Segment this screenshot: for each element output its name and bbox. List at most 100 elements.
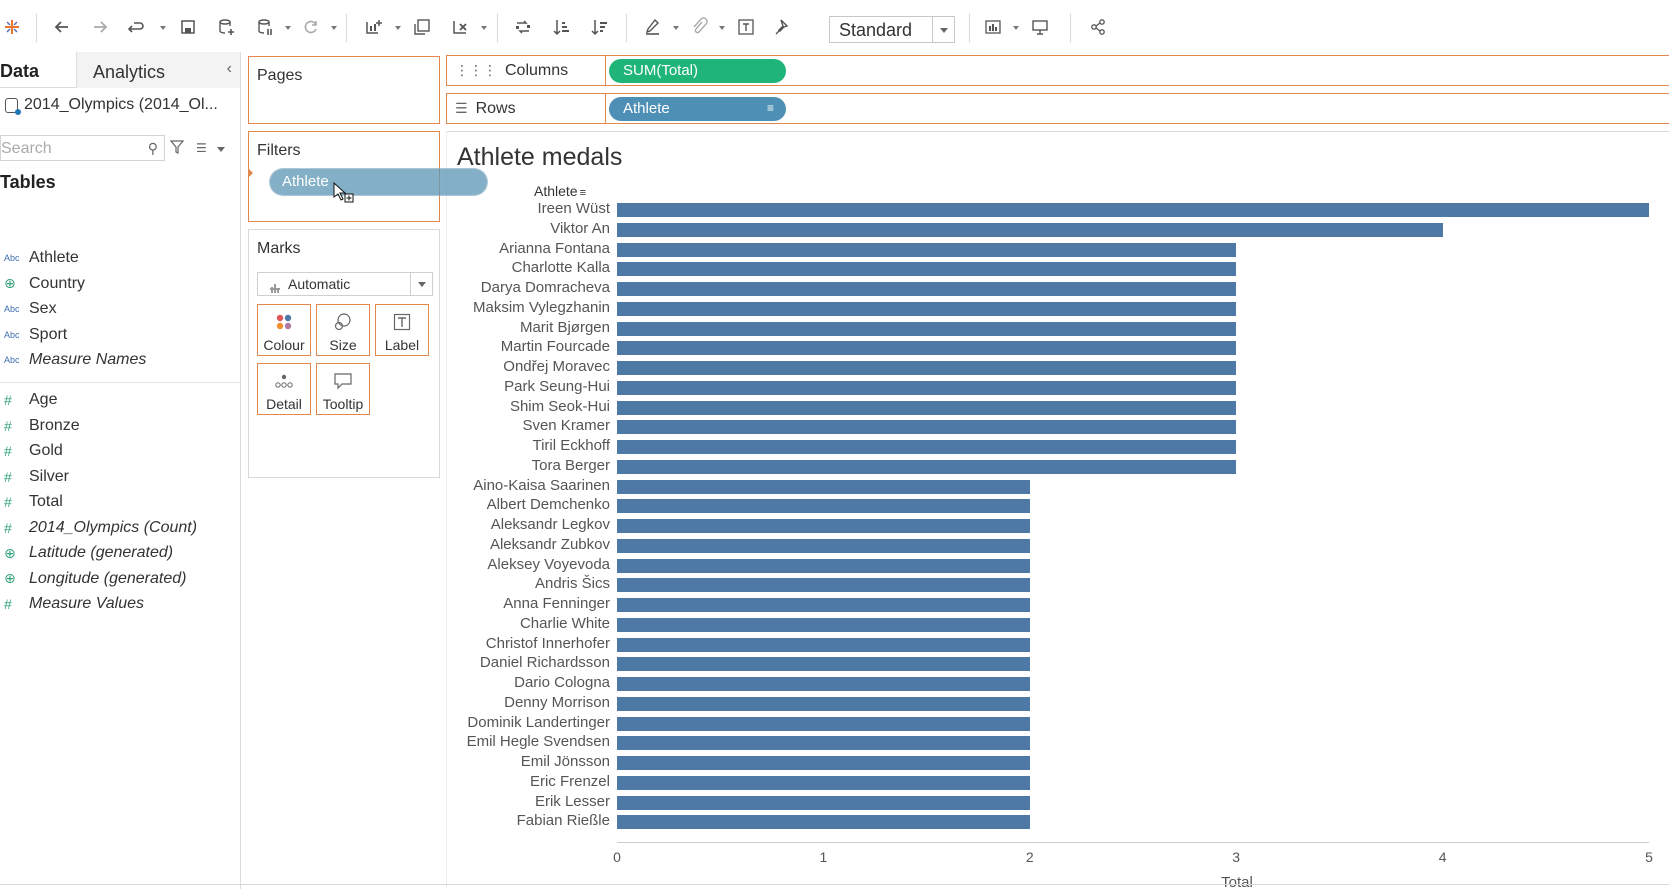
row-label[interactable]: Viktor An <box>550 219 610 237</box>
field-2014-olympics-count[interactable]: #2014_Olympics (Count) <box>0 516 240 540</box>
bar[interactable] <box>617 479 1030 494</box>
field-total[interactable]: # Total <box>0 490 240 514</box>
row-label[interactable]: Daniel Richardsson <box>479 654 610 672</box>
bar[interactable] <box>617 657 1030 672</box>
chevron-down-icon[interactable] <box>932 17 954 42</box>
collapse-pane-icon[interactable]: ‹ <box>226 60 232 77</box>
mark-type-select[interactable]: Automatic <box>257 272 433 296</box>
bar[interactable] <box>617 736 1030 751</box>
bar[interactable] <box>617 282 1237 296</box>
row-label[interactable]: Dario Cologna <box>514 674 610 691</box>
bar[interactable] <box>617 301 1237 316</box>
bar[interactable] <box>617 677 1030 691</box>
bar[interactable] <box>617 716 1030 731</box>
field-gold[interactable]: # Gold <box>0 439 240 463</box>
clear-sheet-icon[interactable] <box>449 15 473 39</box>
bar[interactable] <box>617 499 1030 514</box>
columns-shelf[interactable]: ⋮⋮⋮ Columns SUM(Total) <box>446 55 1669 86</box>
row-label[interactable]: Anna Fenninger <box>503 595 610 612</box>
filter-fields-icon[interactable] <box>169 139 185 155</box>
bar[interactable] <box>617 558 1030 573</box>
bar[interactable] <box>617 203 1649 217</box>
row-label[interactable]: Tiril Eckhoff <box>532 437 610 454</box>
refresh-icon[interactable] <box>299 15 323 39</box>
bar[interactable] <box>617 756 1030 770</box>
pause-updates-icon[interactable] <box>253 15 277 39</box>
row-label[interactable]: Emil Jönsson <box>520 753 610 770</box>
bar[interactable] <box>617 696 1030 711</box>
row-label[interactable]: Ireen Wüst <box>537 200 610 217</box>
row-label[interactable]: Aleksey Voyevoda <box>487 555 610 573</box>
dragged-pill-athlete[interactable]: Athlete <box>270 169 487 195</box>
datasource-item[interactable]: 2014_Olympics (2014_Ol... <box>5 96 218 115</box>
field-sex[interactable]: Abc Sex <box>0 297 240 321</box>
row-label[interactable]: Sven Kramer <box>522 417 610 435</box>
bar[interactable] <box>617 795 1030 810</box>
row-label[interactable]: Darya Domracheva <box>480 279 610 296</box>
row-label[interactable]: Aleksandr Legkov <box>490 516 610 533</box>
row-label[interactable]: Maksim Vylegzhanin <box>473 298 610 316</box>
fit-select[interactable]: Standard <box>829 16 955 43</box>
bar[interactable] <box>617 538 1030 553</box>
save-icon[interactable] <box>176 15 200 39</box>
show-me-icon[interactable] <box>981 15 1005 39</box>
row-label[interactable]: Aino-Kaisa Saarinen <box>473 476 610 494</box>
field-measure-values[interactable]: # Measure Values <box>0 592 240 616</box>
group-members-icon[interactable] <box>687 15 711 39</box>
row-label[interactable]: Charlie White <box>519 614 610 632</box>
row-label[interactable]: Charlotte Kalla <box>511 259 610 277</box>
row-label[interactable]: Tora Berger <box>531 456 610 474</box>
bar[interactable] <box>617 637 1030 652</box>
field-bronze[interactable]: # Bronze <box>0 414 240 438</box>
search-input[interactable]: Search ⚲ <box>0 135 165 161</box>
row-label[interactable]: Denny Morrison <box>504 693 610 711</box>
bar[interactable] <box>617 400 1237 415</box>
row-label[interactable]: Arianna Fontana <box>499 239 610 257</box>
sort-descending-icon[interactable]: ≡ <box>579 187 587 199</box>
chevron-down-icon[interactable] <box>410 273 432 295</box>
redo-icon[interactable] <box>88 15 112 39</box>
sort-ascending-icon[interactable] <box>550 15 574 39</box>
field-age[interactable]: # Age <box>0 388 240 412</box>
tableau-logo-icon[interactable] <box>0 15 24 39</box>
size-button[interactable]: Size <box>316 304 370 356</box>
bar[interactable] <box>617 459 1237 474</box>
row-label[interactable]: Albert Demchenko <box>486 496 610 514</box>
label-button[interactable]: Label <box>375 304 429 356</box>
bar[interactable] <box>617 598 1030 612</box>
row-header-athlete[interactable]: Athlete ≡ <box>534 183 586 199</box>
share-icon[interactable] <box>1086 15 1110 39</box>
bar[interactable] <box>617 519 1030 533</box>
bar[interactable] <box>617 361 1237 375</box>
bar[interactable] <box>617 321 1237 336</box>
new-worksheet-icon[interactable] <box>362 15 386 39</box>
bar[interactable] <box>617 775 1030 790</box>
row-label[interactable]: Martin Fourcade <box>500 338 610 356</box>
row-label[interactable]: Shim Seok-Hui <box>509 397 610 415</box>
swap-rows-columns-icon[interactable] <box>511 15 535 39</box>
new-datasource-icon[interactable] <box>214 15 238 39</box>
detail-button[interactable]: Detail <box>257 363 311 415</box>
bar[interactable] <box>617 222 1443 237</box>
field-sport[interactable]: Abc Sport <box>0 323 240 347</box>
view-canvas[interactable] <box>446 131 1669 889</box>
rows-pill-athlete[interactable]: Athlete ≡ <box>609 97 786 121</box>
field-measure-names[interactable]: Abc Measure Names <box>0 348 240 372</box>
row-label[interactable]: Marit Bjørgen <box>519 318 610 336</box>
row-label[interactable]: Emil Hegle Svendsen <box>466 733 610 751</box>
chevron-down-icon[interactable] <box>217 147 225 152</box>
highlight-icon[interactable] <box>641 15 665 39</box>
row-label[interactable]: Andris Šics <box>534 575 610 593</box>
duplicate-sheet-icon[interactable] <box>410 15 434 39</box>
field-country[interactable]: ⊕ Country <box>0 272 240 296</box>
row-label[interactable]: Erik Lesser <box>534 792 610 810</box>
columns-pill-sum-total[interactable]: SUM(Total) <box>609 59 786 83</box>
row-label[interactable]: Eric Frenzel <box>529 772 610 790</box>
show-mark-labels-icon[interactable] <box>734 15 758 39</box>
colour-button[interactable]: Colour <box>257 304 311 356</box>
row-label[interactable]: Ondřej Moravec <box>503 358 610 375</box>
row-label[interactable]: Aleksandr Zubkov <box>489 535 610 553</box>
replay-icon[interactable] <box>124 15 148 39</box>
bar[interactable] <box>617 420 1237 435</box>
bar[interactable] <box>617 341 1237 356</box>
